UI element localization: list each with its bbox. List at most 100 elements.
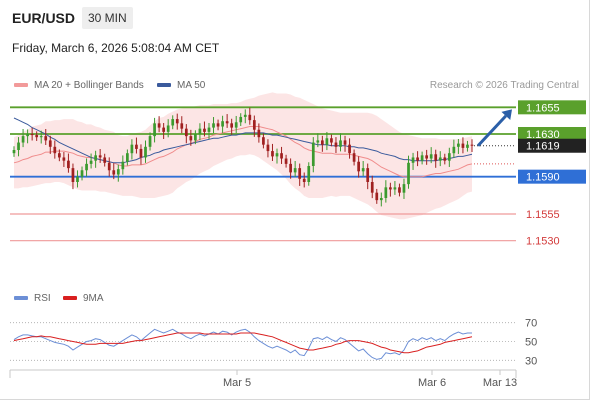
level-label-1.1655: 1.1655 xyxy=(518,100,586,115)
candle-body xyxy=(230,123,234,128)
candle-body xyxy=(203,128,206,132)
candle xyxy=(98,149,102,163)
candle xyxy=(203,121,206,137)
candle xyxy=(343,135,347,152)
candle-body xyxy=(325,138,329,145)
candle-body xyxy=(103,157,107,163)
candle xyxy=(94,150,97,168)
candle xyxy=(275,148,279,164)
candle xyxy=(39,130,43,144)
candle-body xyxy=(98,155,102,158)
candle xyxy=(307,162,311,186)
candle-body xyxy=(447,153,451,161)
candle-body xyxy=(302,178,306,182)
legend-ma50: MA 50 xyxy=(157,80,205,92)
candle-body xyxy=(216,123,220,127)
candle-body xyxy=(352,153,356,162)
candle-body xyxy=(239,116,243,123)
candle-body xyxy=(466,144,469,148)
candle-body xyxy=(384,187,388,198)
candle xyxy=(466,140,469,152)
candle xyxy=(457,139,460,154)
candle xyxy=(452,139,456,158)
candle xyxy=(352,149,356,166)
candle xyxy=(389,182,392,197)
candle xyxy=(71,163,75,190)
candle-body xyxy=(189,136,193,141)
candle xyxy=(402,178,406,199)
level-tag xyxy=(518,100,586,115)
candle-body xyxy=(298,168,302,179)
level-label-1.1590: 1.1590 xyxy=(518,169,586,184)
candle-body xyxy=(126,153,129,162)
candle xyxy=(207,123,211,140)
candle-body xyxy=(198,128,202,134)
candle-body xyxy=(221,121,224,127)
candle-body xyxy=(293,168,297,173)
candle xyxy=(334,137,338,154)
candle xyxy=(407,155,410,189)
candle-body xyxy=(135,144,138,149)
candle xyxy=(420,151,424,165)
candle xyxy=(62,152,66,167)
timeframe-badge[interactable]: 30 MIN xyxy=(82,7,133,29)
candle-body xyxy=(248,114,252,121)
candle-body xyxy=(280,153,283,159)
research-credit: Research © 2026 Trading Central xyxy=(429,80,579,91)
candle xyxy=(330,134,333,147)
candle xyxy=(280,146,283,164)
candle-body xyxy=(166,125,170,132)
candle-body xyxy=(184,128,188,137)
candle-body xyxy=(330,138,333,143)
candle-body xyxy=(148,136,152,147)
candle xyxy=(30,127,34,141)
legend-ma20: MA 20 + Bollinger Bands xyxy=(14,80,144,92)
candle xyxy=(139,144,143,165)
candle xyxy=(162,123,166,140)
candle-body xyxy=(334,142,338,147)
candle xyxy=(153,117,156,143)
candle xyxy=(112,163,116,180)
candle xyxy=(470,139,474,153)
candle-body xyxy=(17,142,20,150)
current-price-tag: 1.1619 xyxy=(518,138,586,153)
candle-body xyxy=(398,187,401,193)
candle-body xyxy=(162,127,166,132)
candle xyxy=(130,139,134,160)
candle-body xyxy=(180,123,184,129)
forecast-arrow-head xyxy=(501,109,512,121)
candle-body xyxy=(275,153,279,157)
candle xyxy=(257,123,261,143)
candle-body xyxy=(26,134,29,137)
ma50-line xyxy=(13,117,473,164)
rsi-tick-70: 70 xyxy=(525,318,537,330)
candle-body xyxy=(438,157,442,161)
level-text: 1.1655 xyxy=(526,102,560,114)
level-label-1.1530: 1.1530 xyxy=(526,236,560,248)
candle xyxy=(271,143,274,161)
candle-body xyxy=(470,144,474,146)
candle-body xyxy=(212,123,215,128)
candle xyxy=(416,151,419,167)
candle xyxy=(116,164,120,182)
candle-body xyxy=(339,140,342,147)
candle-body xyxy=(402,184,406,193)
candle-body xyxy=(393,187,397,190)
x-tick-label: Mar 6 xyxy=(418,377,446,389)
candle xyxy=(89,153,93,169)
candle-body xyxy=(366,168,370,182)
legend-rsi: RSI xyxy=(14,293,51,305)
candles xyxy=(12,107,474,207)
candle-body xyxy=(44,136,48,141)
candle xyxy=(44,128,48,145)
current-price-text: 1.1619 xyxy=(526,141,560,153)
rsi-ma9-line xyxy=(13,332,473,354)
candle xyxy=(26,129,29,144)
level-text: 1.1530 xyxy=(526,236,560,248)
candle-body xyxy=(112,170,116,175)
candle xyxy=(107,157,111,177)
candle-body xyxy=(389,187,392,190)
candle-body xyxy=(139,148,143,158)
level-label-1.1555: 1.1555 xyxy=(526,209,560,221)
